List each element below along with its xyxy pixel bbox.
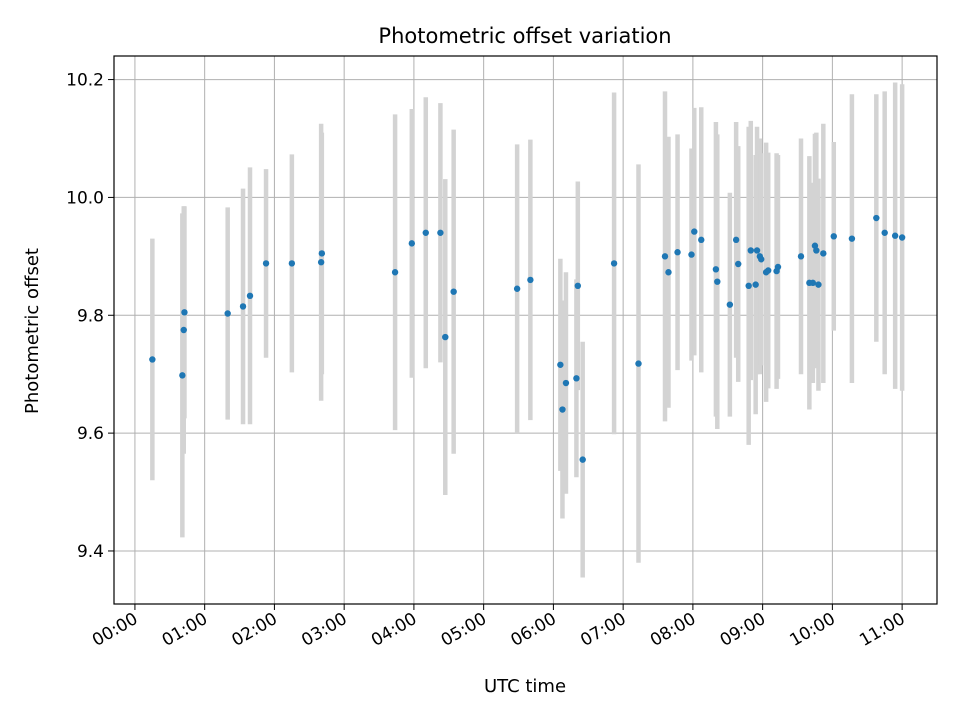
x-tick-label: 09:00 (717, 609, 769, 651)
data-point (181, 309, 188, 316)
data-point (224, 310, 231, 317)
data-point (450, 288, 457, 295)
data-point (873, 214, 880, 222)
data-point (745, 282, 752, 290)
x-tick-label: 04:00 (368, 609, 420, 651)
data-point (848, 235, 856, 242)
x-tick-label: 00:00 (89, 609, 141, 651)
data-point (753, 247, 761, 254)
x-tick-label: 05:00 (438, 609, 490, 651)
data-point (712, 266, 720, 273)
data-point (797, 253, 805, 260)
data-point (726, 301, 734, 308)
data-point (610, 260, 618, 267)
data-point (239, 303, 247, 310)
data-point (573, 375, 580, 382)
data-point (149, 356, 156, 363)
data-point (408, 240, 416, 247)
data-point (881, 229, 888, 236)
x-tick-label: 11:00 (856, 609, 908, 651)
error-bars (150, 82, 905, 578)
y-tick-label: 10.2 (66, 71, 104, 91)
data-point (747, 247, 754, 254)
data-point (674, 249, 681, 256)
data-point (317, 259, 325, 266)
data-point (437, 229, 444, 236)
data-point (732, 236, 740, 244)
data-point (688, 251, 695, 258)
data-point (246, 292, 254, 300)
y-tick-label: 9.4 (77, 542, 104, 562)
data-point (527, 276, 534, 284)
data-point (579, 456, 586, 463)
data-point (813, 247, 820, 254)
x-tick-label: 10:00 (786, 609, 838, 651)
data-point (735, 260, 742, 268)
data-point (180, 326, 187, 334)
x-axis-label: UTC time (484, 676, 566, 697)
data-point (691, 228, 698, 235)
x-axis-ticks: 00:00 01:00 02:00 03:00 04:00 05:00 06:00 07:00… (89, 604, 909, 651)
y-tick-label: 9.8 (77, 306, 104, 326)
data-point (898, 234, 906, 241)
y-tick-label: 10.0 (66, 188, 104, 208)
data-point (661, 253, 669, 260)
data-point (758, 256, 765, 263)
x-tick-label: 07:00 (577, 609, 629, 651)
data-point (288, 260, 296, 267)
x-tick-label: 08:00 (647, 609, 699, 651)
data-point (179, 372, 186, 379)
data-point (765, 267, 772, 274)
data-point (262, 260, 270, 267)
data-point (830, 233, 837, 240)
data-point (809, 279, 817, 287)
data-point (815, 281, 822, 288)
y-tick-label: 9.6 (77, 424, 104, 444)
data-point (559, 406, 566, 413)
x-tick-label: 02:00 (228, 609, 280, 651)
data-point (391, 269, 399, 276)
y-axis-ticks: 9.4 9.6 9.8 10.0 10.2 (66, 71, 114, 562)
data-points (149, 214, 906, 463)
data-point (891, 232, 899, 239)
data-point (318, 250, 326, 257)
data-point (752, 281, 759, 288)
data-point (422, 229, 429, 236)
data-point (562, 379, 570, 387)
data-point (513, 285, 521, 292)
plot-frame (113, 55, 938, 605)
x-tick-label: 01:00 (159, 609, 211, 651)
data-point (574, 282, 582, 290)
data-point (665, 269, 672, 276)
chart-title: Photometric offset variation (378, 24, 671, 48)
data-point (714, 278, 721, 285)
x-tick-label: 03:00 (298, 609, 350, 651)
data-point (557, 361, 564, 368)
y-axis-label: Photometric offset (22, 248, 43, 414)
data-point (442, 333, 449, 341)
data-point (698, 236, 705, 244)
data-point (774, 263, 782, 271)
data-point (820, 250, 827, 257)
x-tick-label: 06:00 (507, 609, 559, 651)
data-point (635, 360, 642, 367)
